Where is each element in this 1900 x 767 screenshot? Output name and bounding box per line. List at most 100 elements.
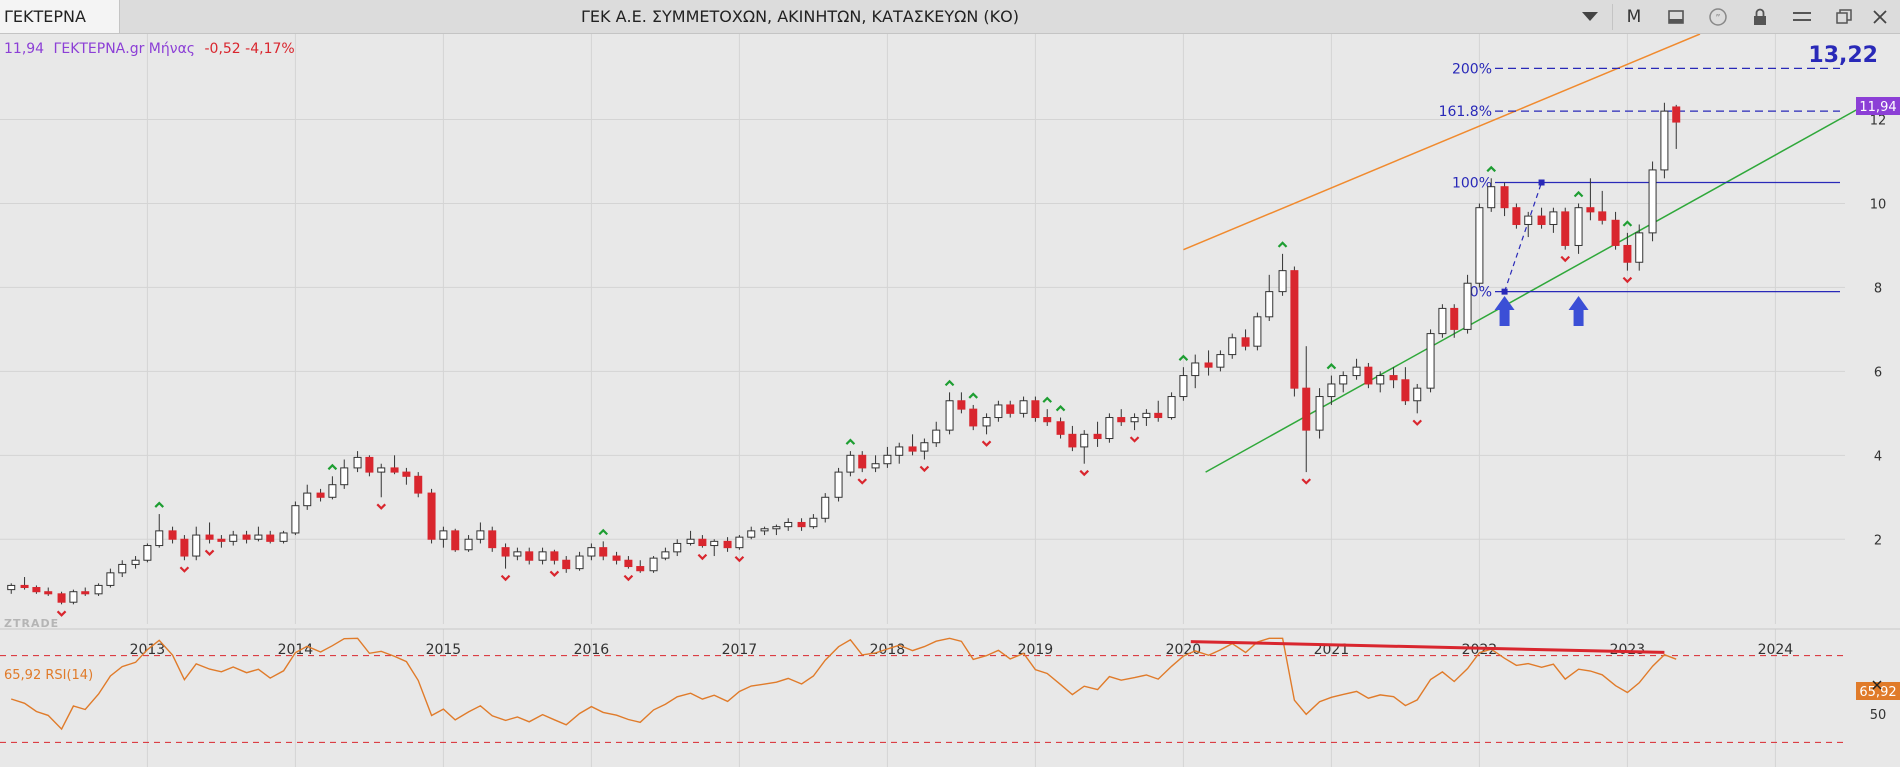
candle-body [1623, 244, 1632, 263]
period-button[interactable]: M [1626, 6, 1642, 27]
candle-body [1500, 186, 1509, 209]
fib-level-label: 161.8% [1439, 104, 1492, 120]
candle-body [513, 551, 522, 557]
fib-level-label: 200% [1452, 61, 1492, 77]
fractal-down-marker [204, 549, 215, 557]
fractal-down-marker [179, 566, 190, 573]
candle-body [340, 467, 349, 486]
candle [501, 543, 510, 569]
candle [94, 583, 103, 596]
fractal-up-marker [327, 463, 338, 471]
candle [1672, 104, 1681, 149]
candle [612, 551, 621, 565]
candle-body [501, 547, 510, 557]
candle [1475, 203, 1484, 288]
candle-body [1031, 400, 1040, 419]
candle [834, 467, 843, 502]
y-tick-label: 2 [1874, 533, 1882, 548]
title-bar: ΓΕΚ Α.Ε. ΣΥΜΜΕΤΟΧΩΝ, ΑΚΙΝΗΤΩΝ, ΚΑΤΑΣΚΕΥΩ… [0, 0, 1900, 34]
candle [575, 551, 584, 571]
candle-body [32, 587, 41, 593]
candle [1574, 203, 1583, 254]
candle-body [439, 530, 448, 540]
comment-icon[interactable]: ” [1700, 0, 1736, 33]
candle [932, 421, 941, 447]
candle [402, 467, 411, 485]
candle-body [192, 534, 201, 557]
candle-body [698, 538, 707, 547]
candle [599, 541, 608, 561]
candle [20, 577, 29, 590]
candle [1438, 304, 1447, 338]
candle-body [168, 530, 177, 540]
candle [1389, 367, 1398, 389]
candle-body [242, 534, 251, 540]
symbol-input[interactable]: ΓΕΚΤΕΡΝΑ [0, 0, 120, 33]
last-price-tag: 11,94 [1856, 97, 1900, 115]
fractal-up-marker [1055, 404, 1066, 412]
candle-body [279, 532, 288, 542]
candle [1253, 312, 1262, 351]
candle-body [710, 540, 719, 547]
candle-body [883, 454, 892, 465]
candle-body [266, 534, 275, 542]
candle-body [760, 528, 769, 532]
dropdown-icon[interactable] [1572, 0, 1608, 33]
candle-body [562, 559, 571, 570]
candle [69, 589, 78, 605]
x-axis: 2013 2014 2015 2016 2017 2018 2019 2020 2021 2022… [130, 642, 1794, 658]
x-tick-label: 2014 [278, 642, 314, 658]
candle [118, 560, 127, 578]
close-icon[interactable] [1862, 0, 1898, 33]
candle [365, 455, 374, 477]
candle [1500, 182, 1509, 217]
candle-body [994, 404, 1003, 419]
candle [550, 549, 559, 565]
candle [1463, 274, 1472, 334]
y-axis: 2 4 6 8 10 12 [1870, 114, 1887, 549]
legend-price: 11,94 [4, 41, 44, 57]
candle-body [1376, 375, 1385, 385]
rsi-line [10, 637, 1677, 731]
trend-channel [1183, 34, 1859, 473]
watermark: ZTRADE [4, 617, 59, 630]
candle [1142, 409, 1151, 426]
candle [1105, 413, 1114, 443]
candle-body [957, 400, 966, 410]
candle-body [143, 545, 152, 561]
candle [1376, 371, 1385, 393]
fractal-up-marker [1042, 396, 1053, 403]
window-title: ΓΕΚ Α.Ε. ΣΥΜΜΕΤΟΧΩΝ, ΑΚΙΝΗΤΩΝ, ΚΑΤΑΣΚΕΥΩ… [581, 7, 1019, 26]
candle-body [747, 530, 756, 538]
restore-icon[interactable] [1826, 0, 1862, 33]
candle [143, 543, 152, 563]
x-tick-label: 2019 [1018, 642, 1054, 658]
candle-body [476, 530, 485, 540]
legend: 11,94 ΓΕΚΤΕΡΝΑ.gr Μήνας -0,52 -4,17% [4, 41, 295, 57]
candle [797, 518, 806, 531]
candle-body [1450, 307, 1459, 330]
candle-body [464, 538, 473, 551]
candle [1450, 304, 1459, 338]
panel-icon[interactable] [1658, 0, 1694, 33]
legend-name: ΓΕΚΤΕΡΝΑ.gr Μήνας [54, 41, 195, 57]
rsi-tick-50: 50 [1870, 708, 1887, 723]
candle [1586, 178, 1595, 221]
candle-body [1130, 417, 1139, 423]
candle [513, 547, 522, 561]
candle-body [636, 566, 645, 572]
candle [969, 404, 978, 431]
candle [908, 434, 917, 456]
menu-icon[interactable] [1784, 0, 1820, 33]
lock-icon[interactable] [1742, 0, 1778, 33]
rsi-close-icon[interactable] [1872, 680, 1882, 690]
fractal-down-marker [56, 610, 67, 617]
candle-body [821, 496, 830, 519]
price-chart[interactable]: 200%161.8%100%0% 2013 2014 2015 2016 2017 201… [0, 34, 1900, 767]
candle-body [1019, 400, 1028, 414]
candle [982, 413, 991, 435]
candle-body [1093, 433, 1102, 440]
candle-body [81, 591, 90, 595]
candle [1426, 329, 1435, 393]
candle-body [920, 442, 929, 452]
